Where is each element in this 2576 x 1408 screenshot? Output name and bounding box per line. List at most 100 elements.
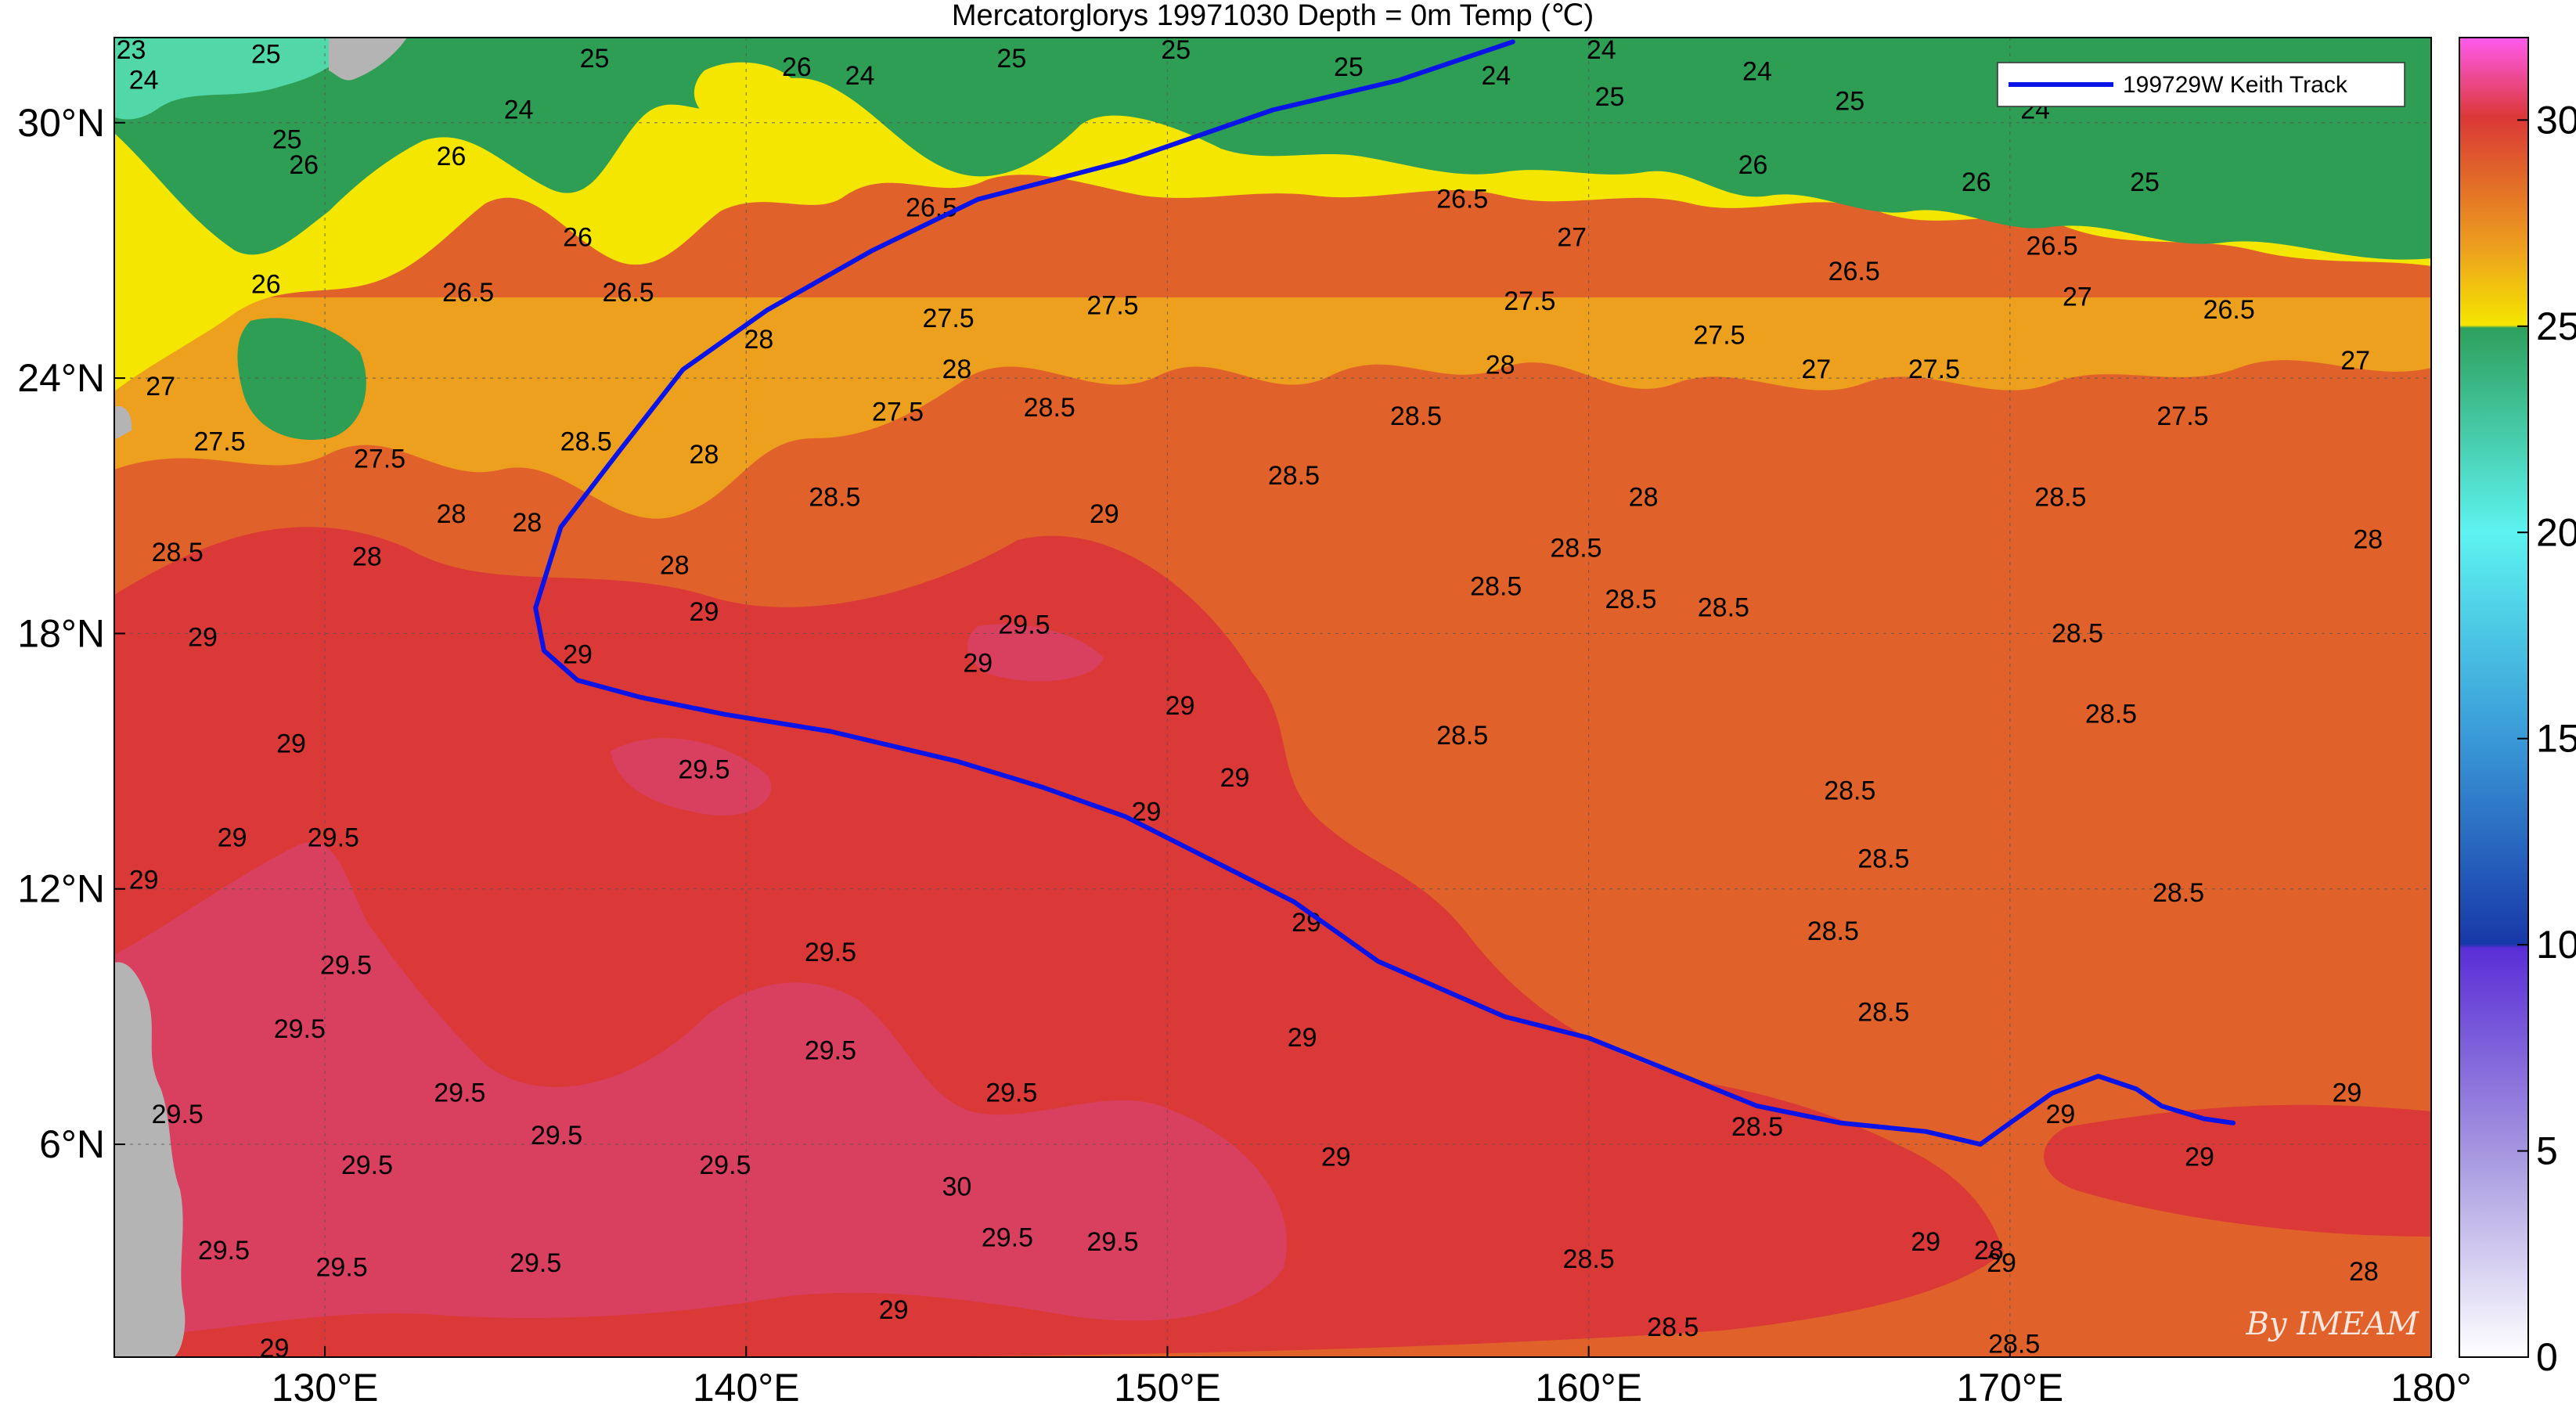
contour-label-33: 27: [2340, 346, 2370, 376]
contour-label-115: 29.5: [316, 1253, 368, 1283]
colorbar-tick-label-2: 10: [2536, 923, 2576, 967]
contour-label-2: 25: [251, 40, 281, 70]
lat-tick-label-1: 12°N: [17, 867, 105, 911]
contour-label-64: 28.5: [1436, 721, 1488, 751]
contour-label-86: 29: [1220, 763, 1250, 793]
colorbar-tick-label-1: 5: [2536, 1129, 2558, 1173]
contour-label-11: 26.5: [602, 278, 654, 308]
lat-axis: 6°N 12°N 18°N 24°N 30°N: [17, 101, 125, 1166]
contour-label-105: 29.5: [998, 610, 1050, 639]
contour-label-101: 29.5: [320, 951, 372, 981]
contour-label-65: 28.5: [1698, 593, 1749, 623]
contour-label-17: 24: [1481, 61, 1511, 91]
contour-label-106: 29.5: [152, 1100, 204, 1129]
sst-band-27-28: [114, 297, 2431, 519]
sst-band-green-west: [237, 318, 366, 440]
contour-label-38: 27.5: [1504, 286, 1555, 316]
contour-label-13: 24: [845, 61, 875, 91]
contour-label-57: 28.5: [809, 482, 860, 512]
colorbar-gradient: [2459, 37, 2529, 1358]
land-taiwan: [114, 406, 132, 438]
contour-label-104: 29.5: [985, 1079, 1037, 1108]
contour-label-83: 29: [690, 597, 719, 627]
contour-label-31: 27: [1557, 222, 1587, 252]
contour-label-37: 27.5: [1086, 291, 1138, 321]
contour-label-3: 25: [272, 124, 302, 154]
contour-label-10: 26: [563, 222, 593, 252]
sst-band-above-29-5-north: [967, 624, 1104, 682]
contour-label-41: 27.5: [2156, 402, 2208, 431]
contour-label-25: 26: [1738, 150, 1768, 180]
contour-label-100: 29.5: [308, 823, 359, 852]
contour-label-49: 28: [437, 499, 467, 529]
contour-label-113: 29.5: [982, 1223, 1033, 1253]
lon-tick-label-0: 130°E: [272, 1366, 379, 1408]
contour-label-103: 29.5: [805, 1035, 856, 1065]
contour-label-51: 28: [660, 550, 690, 580]
contour-label-82: 29: [563, 639, 593, 669]
contour-label-66: 28.5: [1824, 776, 1875, 806]
contour-label-28: 26.5: [1828, 257, 1880, 286]
contour-label-73: 28.5: [1857, 997, 1909, 1027]
contour-label-54: 28: [1486, 351, 1515, 380]
contour-label-119: 28: [2349, 1257, 2379, 1287]
contour-label-56: 28.5: [560, 427, 612, 457]
contour-label-18: 24: [1587, 35, 1616, 65]
contour-label-14: 25: [996, 44, 1026, 74]
map-title: Mercatorglorys 19971030 Depth = 0m Temp …: [952, 0, 1594, 32]
contour-label-44: 27.5: [923, 304, 975, 333]
contour-label-85: 29: [1166, 691, 1195, 721]
lat-tick-label-2: 18°N: [17, 611, 105, 655]
contour-label-32: 27: [2063, 283, 2092, 312]
contour-label-71: 28.5: [2034, 482, 2086, 512]
contour-label-62: 28.5: [1605, 585, 1656, 614]
contour-label-63: 28.5: [1550, 534, 1601, 564]
contour-label-68: 28.5: [2052, 618, 2103, 648]
contour-label-77: 28.5: [1988, 1330, 2040, 1359]
colorbar-tick-label-4: 20: [2536, 510, 2576, 554]
contour-label-45: 28: [942, 355, 971, 384]
contour-label-107: 29.5: [341, 1151, 393, 1180]
contour-label-102: 29.5: [805, 938, 856, 967]
contour-label-24: 26: [1962, 167, 1991, 197]
contour-label-80: 29: [129, 866, 159, 895]
land-philippines: [114, 962, 186, 1357]
colorbar-tick-label-0: 0: [2536, 1335, 2558, 1379]
colorbar-tick-label-6: 30: [2536, 98, 2576, 142]
contour-label-87: 29: [1090, 499, 1119, 529]
contour-label-109: 29.5: [274, 1014, 326, 1044]
contour-label-40: 27.5: [1908, 355, 1960, 384]
lon-tick-label-5: 180°: [2390, 1366, 2471, 1408]
contour-label-0: 23: [117, 35, 146, 65]
contour-label-42: 27: [1801, 355, 1831, 384]
typhoon-track-line: [533, 39, 2236, 1147]
contour-label-43: 27.5: [872, 397, 924, 427]
contour-label-29: 26.5: [2027, 231, 2078, 261]
contour-label-46: 28: [690, 440, 719, 470]
sst-band-25-26: [114, 38, 2431, 260]
contour-label-78: 29: [188, 623, 218, 653]
colorbar: 0 5 10 15 20 25 30: [2459, 37, 2576, 1379]
contour-label-110: 29.5: [531, 1121, 582, 1151]
contour-label-19: 25: [1595, 82, 1625, 112]
contour-label-35: 27.5: [193, 427, 245, 457]
lon-tick-label-3: 160°E: [1535, 1366, 1642, 1408]
contour-label-34: 27: [146, 372, 175, 402]
sst-band-below-25: [114, 38, 360, 120]
contour-label-81: 29: [276, 729, 306, 759]
contour-label-76: 28.5: [1647, 1313, 1699, 1342]
contour-label-90: 29: [1288, 1023, 1317, 1053]
contour-label-92: 29: [1911, 1227, 1940, 1257]
map-frame: [113, 37, 2432, 1358]
contour-label-67: 28.5: [1857, 844, 1909, 874]
contour-label-6: 26: [289, 150, 319, 180]
lon-tick-label-2: 150°E: [1114, 1366, 1221, 1408]
contour-label-9: 26.5: [442, 278, 494, 308]
contour-label-8: 26: [251, 269, 281, 299]
contour-label-5: 25: [580, 44, 610, 74]
sst-band-29-east: [2044, 1104, 2431, 1237]
contour-label-95: 29: [2185, 1142, 2214, 1172]
sst-band-above-29-5-west: [114, 842, 1287, 1338]
